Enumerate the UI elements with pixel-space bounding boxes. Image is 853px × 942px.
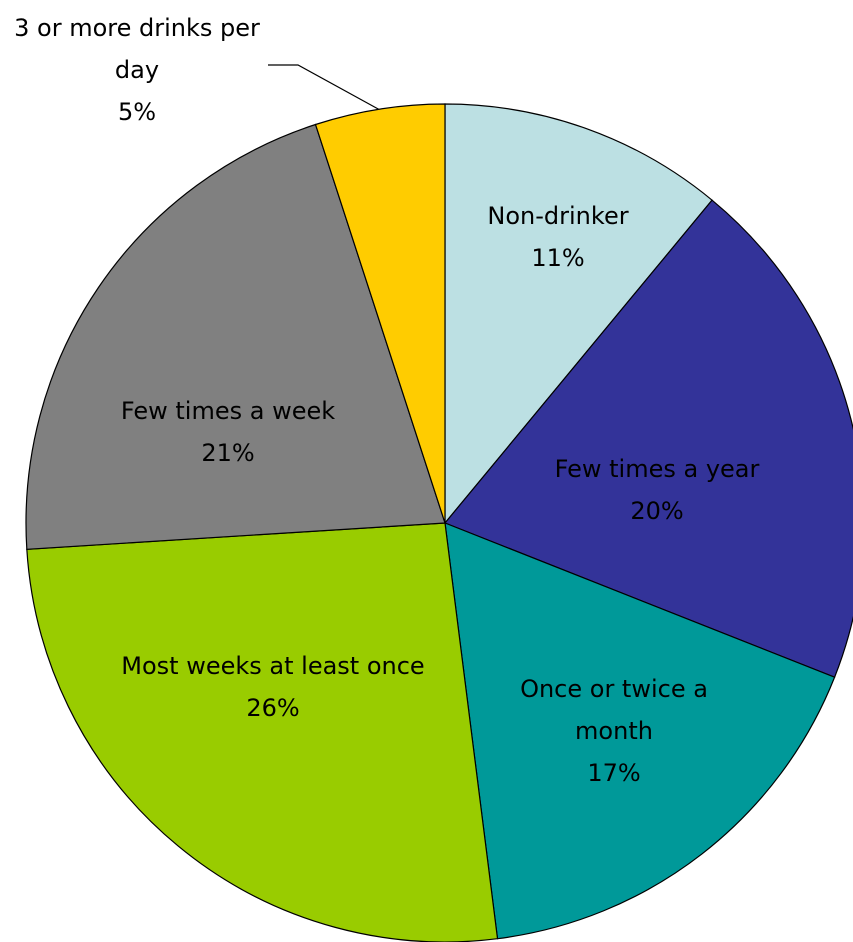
value-label: 20% [630,497,683,525]
slice-label: Few times a week [121,397,335,425]
value-label: 17% [587,759,640,787]
pie-slice [444,522,836,940]
pie-slice [314,103,446,524]
value-label: 21% [201,439,254,467]
slice-label: 3 or more drinks per day [14,14,260,84]
pie-slice [444,199,853,679]
pie-slice [26,522,499,942]
pie-slice [25,123,446,550]
value-label: 11% [531,244,584,272]
slice-label: Non-drinker [487,202,628,230]
value-label: 5% [118,98,156,126]
slice-label: Once or twice a month [520,675,708,745]
value-label: 26% [246,694,299,722]
leader-line [268,64,381,111]
slice-label: Few times a year [555,455,760,483]
slice-label: Most weeks at least once [121,652,424,680]
pie-slice [444,103,713,525]
